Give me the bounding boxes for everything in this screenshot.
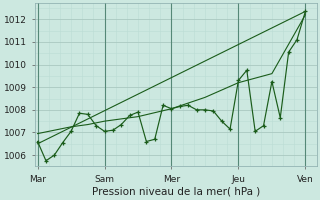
X-axis label: Pression niveau de la mer( hPa ): Pression niveau de la mer( hPa ) [92, 187, 260, 197]
